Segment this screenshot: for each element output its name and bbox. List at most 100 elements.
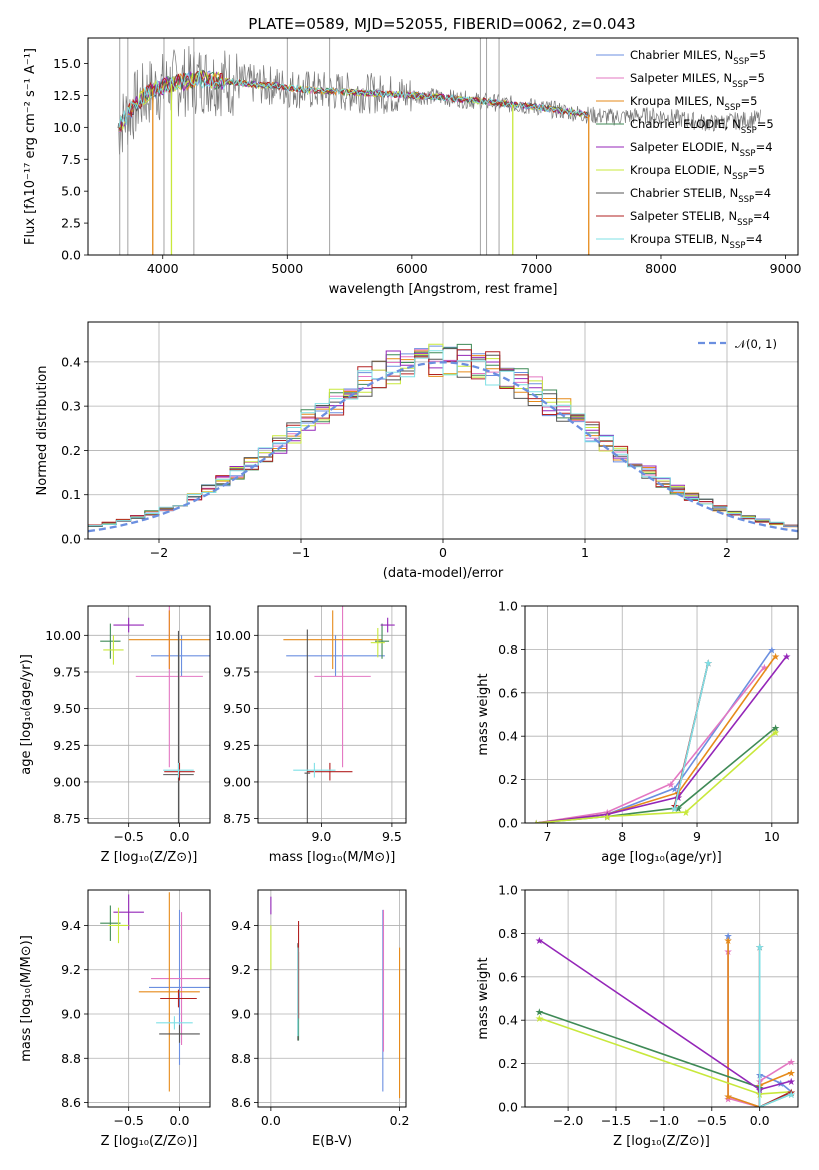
weight-line-2 [727,939,792,1107]
y-tick-label: 8.75 [223,811,251,826]
y-tick-label: 0.8 [498,642,518,657]
y-tick-label: 9.50 [53,701,81,716]
mass-vs-metallicity-plot-area [100,892,210,1092]
weight-marker: ★ [681,808,690,819]
y-tick-label: 8.6 [61,1095,81,1110]
age-vs-metallicity-frame: −0.5 0.0 8.75 9.00 9.25 9.50 9.75 10.00 Z [log₁₀… [19,605,211,865]
weight-line-4 [536,655,788,823]
y-tick-label: 0.0 [498,816,518,831]
y-tick-label: 9.0 [231,1007,251,1022]
y-axis-label: mass weight [476,957,491,1039]
weight-marker: ★ [535,936,544,947]
weight-marker: ★ [787,1068,796,1079]
x-axis-label: E(B-V) [312,1134,352,1149]
weight-marker: ★ [755,1103,764,1114]
age-vs-metallicity-panel [88,606,210,823]
weight-marker: ★ [532,819,541,830]
y-tick-label: 0.2 [61,443,81,458]
y-tick-label: 0.4 [498,1013,518,1028]
y-tick-label: 10.00 [45,628,81,643]
spectrum-plot-area [117,38,761,255]
y-tick-label: 0.6 [498,685,518,700]
x-axis-label: Z [log₁₀(Z/Z⊙)] [101,850,198,865]
y-tick-label: 15.0 [53,56,81,71]
weight-marker: ★ [724,932,733,943]
y-tick-label: 0.1 [61,487,81,502]
y-tick-label: 0.8 [498,926,518,941]
weight-line-8 [673,662,709,808]
mass-vs-metallicity-panel [88,890,210,1107]
weight-marker: ★ [535,1008,544,1019]
x-tick-label: 0 [439,545,447,560]
y-tick-label: 8.8 [61,1051,81,1066]
legend-label-1: Salpeter MILES, NSSP=5 [630,71,765,90]
x-tick-label: 7000 [521,261,553,276]
weight-marker: ★ [782,652,791,663]
axes-frame [87,37,799,256]
x-tick-label: 8 [618,829,626,844]
y-tick-label: 0.0 [498,1100,518,1115]
x-axis-label: Z [log₁₀(Z/Z⊙)] [613,1134,710,1149]
y-tick-label: 0.2 [498,1056,518,1071]
y-tick-label: 12.5 [53,88,81,103]
legend-label-8: Kroupa STELIB, NSSP=4 [630,232,762,251]
weight-marker: ★ [532,819,541,830]
y-tick-label: 5.0 [61,184,81,199]
x-tick-label: −0.5 [113,1113,143,1128]
weight-marker: ★ [787,1090,796,1101]
weight-marker: ★ [787,1088,796,1099]
y-tick-label: 0.3 [61,399,81,414]
weight-marker: ★ [535,1014,544,1025]
residual-histogram-frame: −2 −1 0 1 2 0.0 0.1 0.2 0.3 0.4 (data-model)/error… [35,321,799,581]
y-axis-label: mass [log₁₀(M/M⊙)] [19,935,34,1062]
residual-histogram-plot-area [88,343,798,533]
y-tick-label: 8.8 [231,1051,251,1066]
mass-weight-vs-metallicity-panel: ★★★★★★★★★★★★★★★★★★★★★★★★★ ★★★★★★★★★★ [525,889,798,1114]
x-tick-label: 6000 [396,261,428,276]
x-tick-label: −1 [292,545,310,560]
mass-weight-vs-age-frame: 7 8 9 10 0.0 0.2 0.4 0.6 0.8 1.0 age [log₁₀(age/yr… [476,599,799,865]
weight-marker: ★ [724,1092,733,1103]
y-tick-label: 9.2 [231,962,251,977]
y-tick-label: 10.0 [53,120,81,135]
weight-marker: ★ [532,819,541,830]
legend-label-2: Kroupa MILES, NSSP=5 [630,94,757,113]
mass-vs-ebv-plot-area [270,896,401,1099]
y-tick-label: 9.00 [223,774,251,789]
x-tick-label: 0.0 [170,829,190,844]
weight-marker: ★ [670,804,679,815]
weight-line-5 [539,1017,792,1095]
weight-marker: ★ [532,819,541,830]
weight-marker: ★ [771,728,780,739]
legend-label-6: Chabrier STELIB, NSSP=4 [630,186,771,205]
figure-title: PLATE=0589, MJD=52055, FIBERID=0062, z=0… [248,15,635,33]
x-tick-label: −2.0 [553,1113,583,1128]
weight-marker: ★ [760,663,769,674]
x-axis-label: Z [log₁₀(Z/Z⊙)] [101,1134,198,1149]
x-tick-label: −1.5 [601,1113,631,1128]
weight-line-1 [536,666,765,823]
age-vs-metallicity-plot-area [100,606,210,823]
y-tick-label: 9.00 [53,774,81,789]
y-tick-label: 0.0 [61,248,81,263]
y-tick-label: 2.5 [61,216,81,231]
y-axis-label: age [log₁₀(age/yr)] [19,654,34,775]
y-tick-label: 9.25 [223,738,251,753]
y-axis-label: Flux [fλ10⁻¹⁷ erg cm⁻² s⁻¹ A⁻¹] [23,48,38,245]
axes-frame [87,605,211,824]
x-tick-label: 10 [764,829,780,844]
weight-marker: ★ [787,1088,796,1099]
axes-frame [524,889,799,1108]
x-tick-label: 0.2 [390,1113,410,1128]
x-tick-label: 9.5 [382,829,402,844]
y-tick-label: 9.75 [53,664,81,679]
y-tick-label: 9.0 [61,1007,81,1022]
weight-marker: ★ [603,812,612,823]
weight-marker: ★ [771,652,780,663]
x-tick-label: 0.0 [261,1113,281,1128]
y-axis-label: mass weight [476,673,491,755]
weight-marker: ★ [704,658,713,669]
x-tick-label: 8000 [645,261,677,276]
mass-vs-ebv-panel [258,890,406,1107]
